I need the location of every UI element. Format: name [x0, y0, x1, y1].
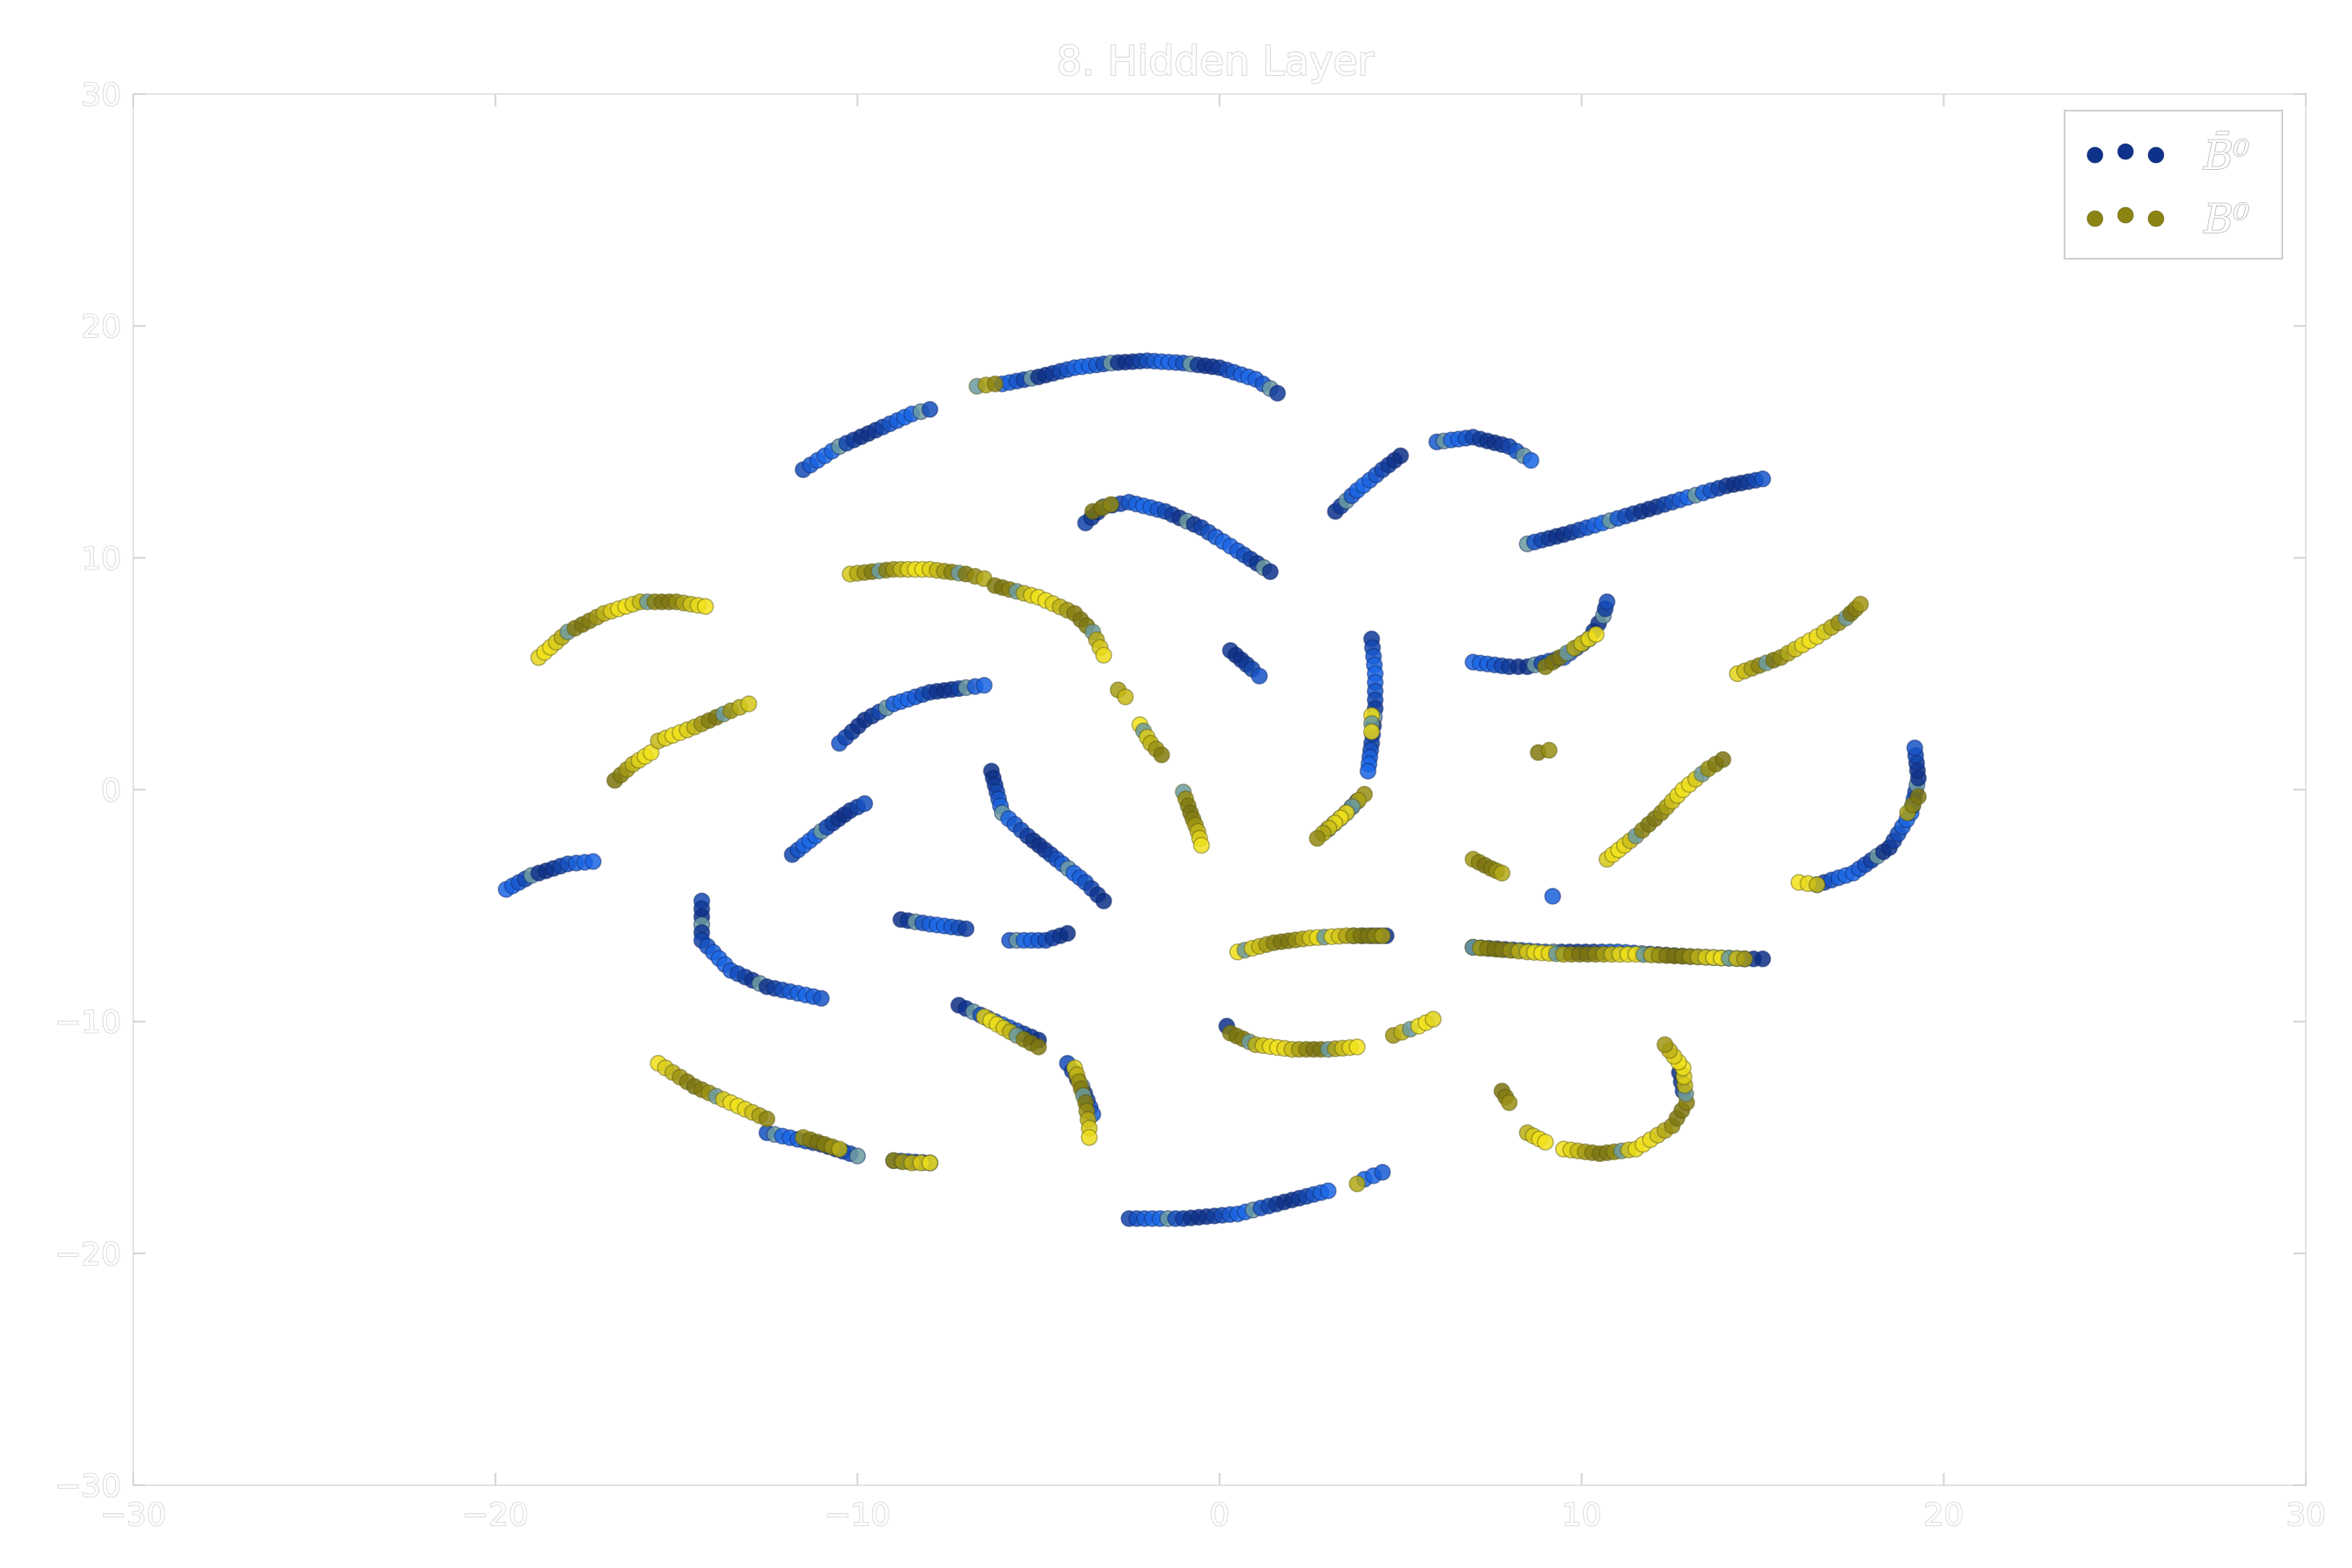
legend-marker-b0 [2147, 210, 2165, 227]
point-bbar0 [1374, 1163, 1391, 1181]
x-tick-label: 0 [1210, 1497, 1230, 1533]
legend-marker-b0 [2117, 206, 2134, 224]
point-b0 [1102, 496, 1120, 513]
point-b0 [1500, 1094, 1518, 1112]
point-b0 [1537, 1133, 1554, 1151]
point-bbar0 [1095, 892, 1112, 910]
x-tick-label: −30 [100, 1497, 166, 1533]
point-b0 [1909, 787, 1927, 806]
point-b0 [1424, 1010, 1442, 1028]
x-tick-label: −10 [824, 1497, 890, 1533]
chart-title: 8. Hidden Layer [1057, 37, 1375, 84]
y-tick-label: 0 [101, 774, 121, 809]
y-tick-labels: −30 −20 −10 0 10 20 30 [54, 77, 122, 1505]
point-b0 [830, 1140, 848, 1158]
x-tick-label: 20 [1923, 1497, 1963, 1533]
plot-area [132, 93, 2307, 1486]
point-b0 [1152, 746, 1171, 764]
point-bbar0 [855, 794, 874, 813]
point-bbar0 [1598, 593, 1616, 611]
legend-box [2064, 110, 2283, 260]
x-tick-label: 30 [2286, 1497, 2326, 1533]
point-b0 [1362, 723, 1381, 740]
point-b0 [642, 744, 660, 761]
x-tick-labels: −30 −20 −10 0 10 20 30 [99, 1497, 2326, 1534]
point-bbar0 [1544, 888, 1562, 905]
point-bbar0 [1754, 470, 1772, 488]
axis-ticks [132, 93, 2307, 1486]
legend-label-b0: B⁰ [2203, 195, 2249, 242]
point-b0 [1540, 741, 1558, 760]
y-tick-label: −20 [55, 1237, 121, 1273]
point-bbar0 [585, 853, 602, 870]
point-bbar0 [1906, 739, 1923, 757]
point-bbar0 [1268, 384, 1287, 402]
point-b0 [921, 1154, 939, 1172]
y-tick-label: −10 [55, 1005, 121, 1041]
y-tick-label: 10 [81, 541, 121, 577]
legend-label-bbar0: B̄⁰ [2203, 131, 2249, 179]
y-tick-label: −30 [55, 1469, 121, 1504]
point-b0 [758, 1110, 776, 1128]
point-bbar0 [813, 990, 830, 1007]
point-b0 [1851, 595, 1869, 613]
point-b0 [697, 598, 714, 615]
legend-marker-b0 [2086, 210, 2104, 227]
point-b0 [1735, 950, 1754, 968]
point-b0 [1493, 864, 1511, 882]
point-b0 [1656, 1036, 1674, 1054]
point-b0 [1374, 927, 1391, 944]
point-bbar0 [1522, 451, 1540, 470]
point-bbar0 [921, 401, 939, 418]
x-tick-label: −20 [463, 1497, 529, 1533]
point-bbar0 [848, 1147, 867, 1165]
legend-marker-bbar0 [2147, 146, 2165, 164]
point-bbar0 [1359, 762, 1377, 780]
x-tick-label: 10 [1562, 1497, 1602, 1533]
point-b0 [1308, 829, 1326, 848]
point-b0 [1587, 625, 1605, 643]
point-bbar0 [1250, 667, 1268, 685]
point-b0 [1714, 751, 1732, 768]
point-b0 [1080, 1129, 1098, 1146]
y-tick-label: 20 [81, 309, 121, 345]
point-b0 [740, 695, 758, 713]
point-bbar0 [1058, 924, 1077, 943]
legend-marker-bbar0 [2117, 143, 2134, 160]
point-bbar0 [1392, 447, 1409, 464]
point-bbar0 [1261, 563, 1279, 581]
point-b0 [1030, 1038, 1047, 1056]
point-b0 [1117, 688, 1134, 706]
point-bbar0 [1319, 1182, 1337, 1200]
point-bbar0 [1754, 950, 1772, 968]
point-b0 [1348, 1175, 1366, 1193]
y-tick-label: 30 [81, 78, 121, 113]
point-b0 [1808, 875, 1826, 894]
point-bbar0 [957, 920, 975, 937]
point-b0 [1193, 836, 1210, 855]
legend-marker-bbar0 [2086, 146, 2104, 164]
data-points [497, 352, 1927, 1227]
point-b0 [986, 375, 1004, 393]
point-b0 [1095, 646, 1112, 664]
legend: B̄⁰ B⁰ [2064, 110, 2283, 260]
point-b0 [1348, 1038, 1366, 1056]
point-bbar0 [976, 676, 993, 694]
